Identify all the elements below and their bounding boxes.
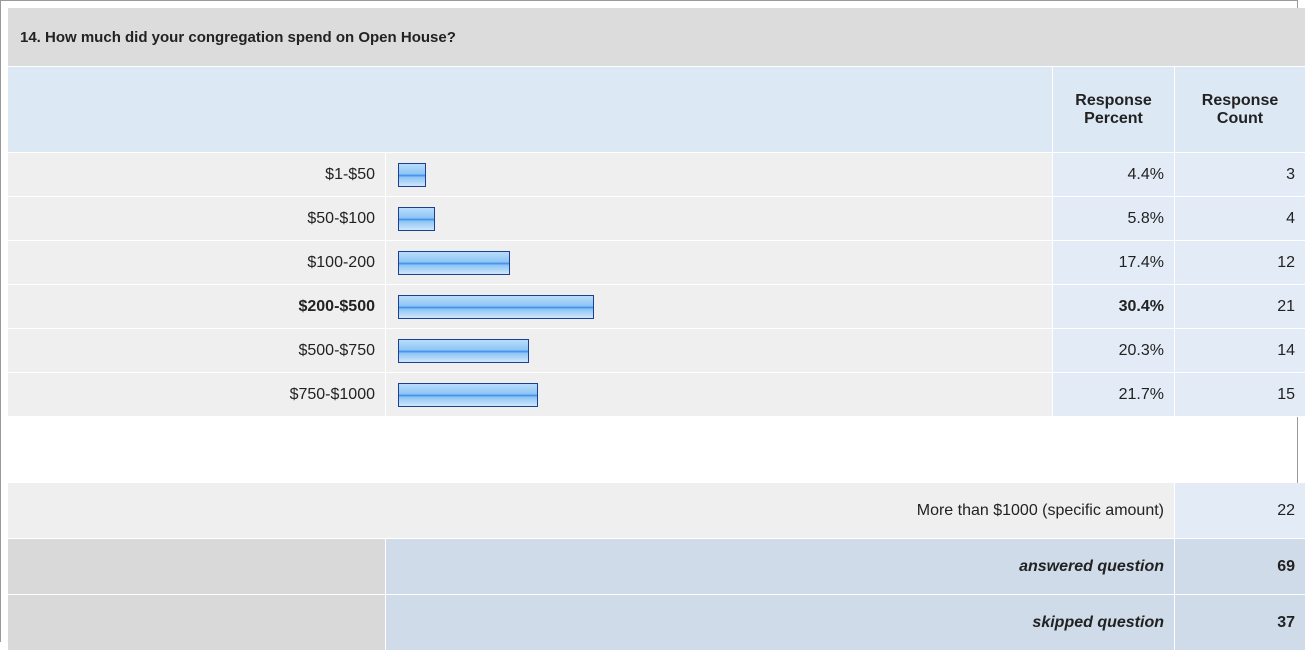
col-header: Response Count bbox=[1175, 67, 1306, 153]
count: 15 bbox=[1175, 373, 1306, 417]
count: 14 bbox=[1175, 329, 1306, 373]
bar bbox=[398, 163, 427, 187]
option-label: $50-$100 bbox=[8, 197, 386, 241]
bar bbox=[398, 251, 511, 275]
option-label: $500-$750 bbox=[8, 329, 386, 373]
percent: 5.8% bbox=[1053, 197, 1175, 241]
col-header: Response Percent bbox=[1053, 67, 1175, 153]
bar bbox=[398, 339, 529, 363]
bar-cell bbox=[386, 153, 1053, 197]
percent: 20.3% bbox=[1053, 329, 1175, 373]
percent: 30.4% bbox=[1053, 285, 1175, 329]
percent: 21.7% bbox=[1053, 373, 1175, 417]
bar bbox=[398, 383, 538, 407]
count: 12 bbox=[1175, 241, 1306, 285]
count: 21 bbox=[1175, 285, 1306, 329]
summary-label: answered question bbox=[386, 539, 1175, 595]
other-label: More than $1000 (specific amount) bbox=[8, 483, 1175, 539]
count: 4 bbox=[1175, 197, 1306, 241]
summary-count: 69 bbox=[1175, 539, 1306, 595]
option-label: $1-$50 bbox=[8, 153, 386, 197]
title: 14. How much did your congregation spend… bbox=[8, 8, 1306, 67]
summary-count: 37 bbox=[1175, 595, 1306, 651]
other-count: 22 bbox=[1175, 483, 1306, 539]
option-label: $100-200 bbox=[8, 241, 386, 285]
option-label: $750-$1000 bbox=[8, 373, 386, 417]
bar-cell bbox=[386, 197, 1053, 241]
summary-blank bbox=[8, 539, 386, 595]
summary-blank bbox=[8, 595, 386, 651]
header-blank bbox=[8, 67, 1053, 153]
percent: 17.4% bbox=[1053, 241, 1175, 285]
bar bbox=[398, 207, 436, 231]
count: 3 bbox=[1175, 153, 1306, 197]
option-label: $200-$500 bbox=[8, 285, 386, 329]
bar bbox=[398, 295, 595, 319]
percent: 4.4% bbox=[1053, 153, 1175, 197]
summary-label: skipped question bbox=[386, 595, 1175, 651]
